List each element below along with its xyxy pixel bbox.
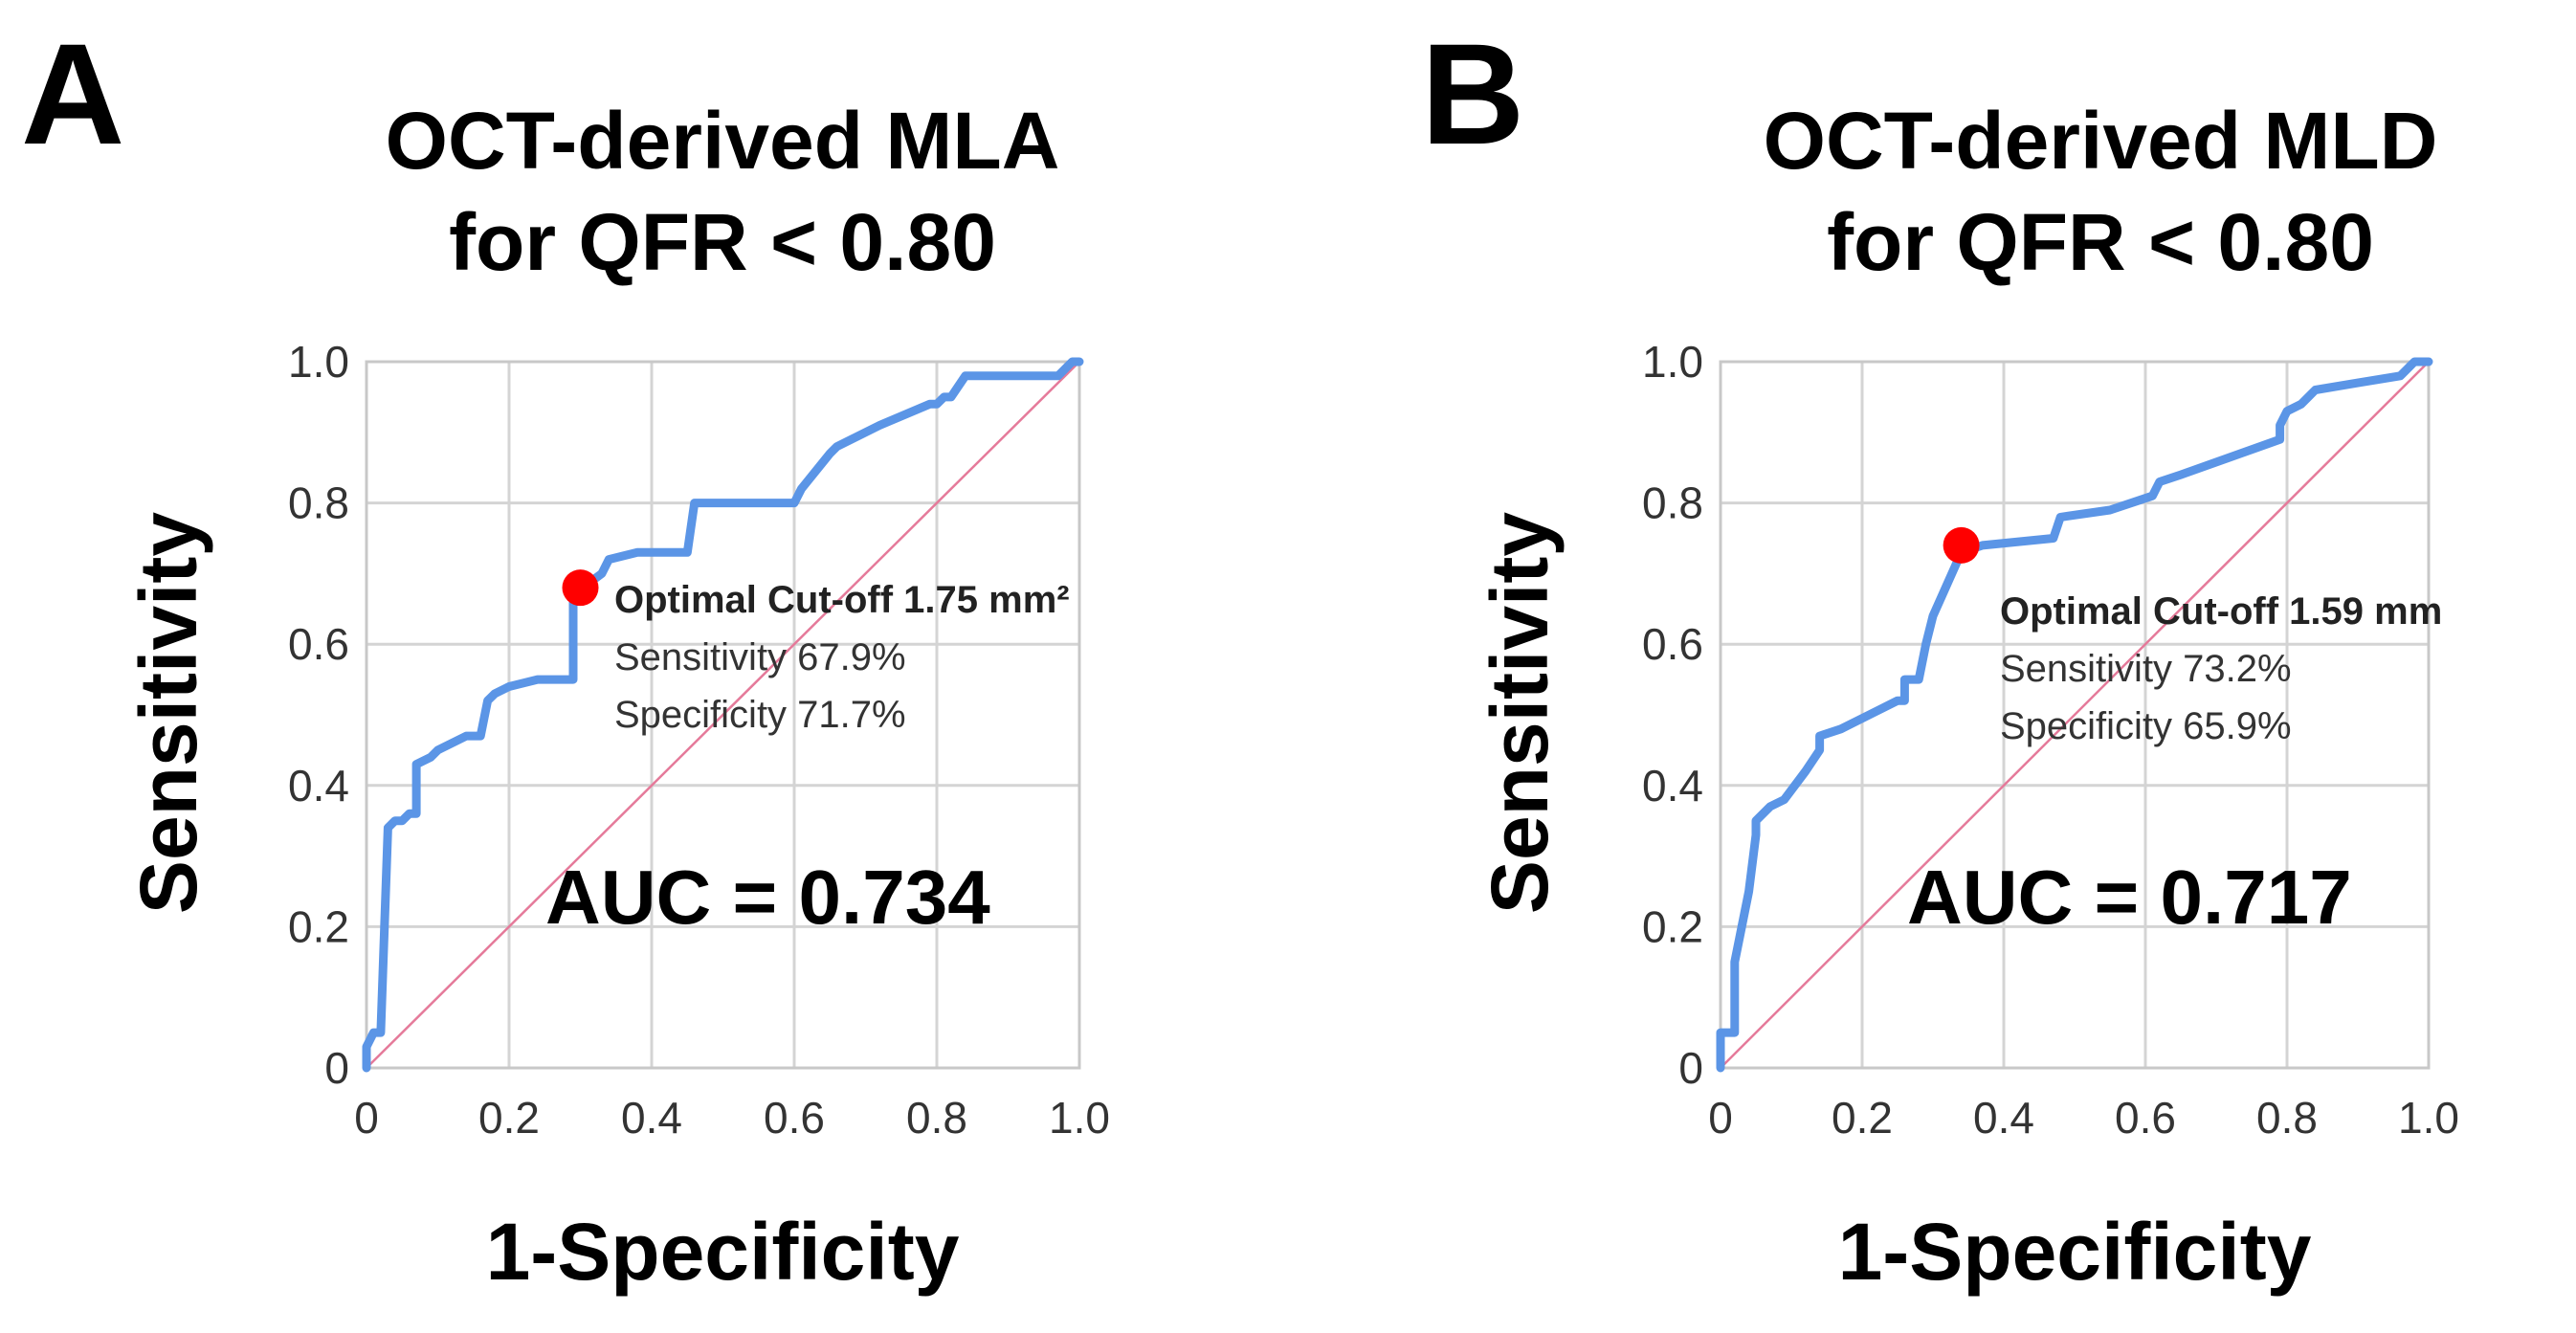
x-tick-label: 1.0 xyxy=(1049,1093,1110,1143)
optimal-cutoff-marker xyxy=(1943,526,1980,564)
x-tick-label: 0.2 xyxy=(1832,1093,1893,1143)
plot-area xyxy=(365,360,1081,1070)
x-tick-labels: 0 0.2 0.4 0.6 0.8 1.0 xyxy=(1708,1093,2459,1143)
y-tick-label: 0.6 xyxy=(288,619,349,669)
auc-label: AUC = 0.734 xyxy=(545,855,990,940)
annotation-specificity: Specificity 71.7% xyxy=(614,694,906,736)
x-tick-label: 0.2 xyxy=(478,1093,540,1143)
x-tick-label: 0.8 xyxy=(906,1093,967,1143)
y-tick-label: 1.0 xyxy=(1642,337,1703,387)
auc-label: AUC = 0.717 xyxy=(1907,855,2352,940)
y-tick-label: 0.8 xyxy=(1642,478,1703,528)
reference-diagonal xyxy=(1720,361,2430,1069)
y-tick-label: 0 xyxy=(324,1043,349,1093)
y-tick-label: 0.6 xyxy=(1642,619,1703,669)
x-axis-title: 1-Specificity xyxy=(486,1207,960,1297)
panel-letter: B xyxy=(1421,13,1524,174)
x-axis-title: 1-Specificity xyxy=(1838,1207,2312,1297)
x-tick-label: 0.4 xyxy=(1973,1093,2034,1143)
x-tick-label: 0.6 xyxy=(2115,1093,2176,1143)
y-tick-label: 0.2 xyxy=(1642,901,1703,951)
y-tick-label: 0.4 xyxy=(288,761,349,811)
roc-curve xyxy=(1716,357,2433,1073)
panel-b: B OCT-derived MLD for QFR < 0.80 0 0.2 0… xyxy=(1421,13,2459,1297)
x-tick-label: 0.6 xyxy=(764,1093,825,1143)
plot-area xyxy=(1719,360,2431,1070)
panel-letter: A xyxy=(21,13,124,174)
y-axis-title: Sensitivity xyxy=(123,512,213,914)
y-tick-label: 0.4 xyxy=(1642,761,1703,811)
y-tick-label: 1.0 xyxy=(288,337,349,387)
x-tick-label: 0.8 xyxy=(2256,1093,2318,1143)
annotation-cutoff: Optimal Cut-off 1.59 mm xyxy=(2000,590,2442,633)
annotation-cutoff: Optimal Cut-off 1.75 mm² xyxy=(614,579,1070,621)
y-axis-title: Sensitivity xyxy=(1475,512,1565,914)
chart-title-line1: OCT-derived MLA xyxy=(386,96,1060,186)
y-tick-labels: 0 0.2 0.4 0.6 0.8 1.0 xyxy=(1642,337,1703,1093)
annotation-sensitivity: Sensitivity 73.2% xyxy=(2000,648,2292,690)
chart-title-line1: OCT-derived MLD xyxy=(1764,96,2438,186)
y-tick-label: 0.2 xyxy=(288,901,349,951)
chart-title-line2: for QFR < 0.80 xyxy=(449,197,996,287)
x-tick-label: 0 xyxy=(354,1093,379,1143)
x-tick-label: 0 xyxy=(1708,1093,1733,1143)
y-tick-label: 0 xyxy=(1678,1043,1703,1093)
x-tick-labels: 0 0.2 0.4 0.6 0.8 1.0 xyxy=(354,1093,1110,1143)
reference-diagonal xyxy=(366,361,1080,1069)
optimal-cutoff-marker xyxy=(562,569,599,607)
annotation-sensitivity: Sensitivity 67.9% xyxy=(614,636,906,678)
y-tick-labels: 0 0.2 0.4 0.6 0.8 1.0 xyxy=(288,337,349,1093)
chart-title-line2: for QFR < 0.80 xyxy=(1827,197,2374,287)
panel-a: A OCT-derived MLA for QFR < 0.80 0 0.2 0… xyxy=(21,13,1110,1297)
x-tick-label: 0.4 xyxy=(621,1093,682,1143)
annotation-specificity: Specificity 65.9% xyxy=(2000,705,2292,747)
y-tick-label: 0.8 xyxy=(288,478,349,528)
x-tick-label: 1.0 xyxy=(2398,1093,2459,1143)
